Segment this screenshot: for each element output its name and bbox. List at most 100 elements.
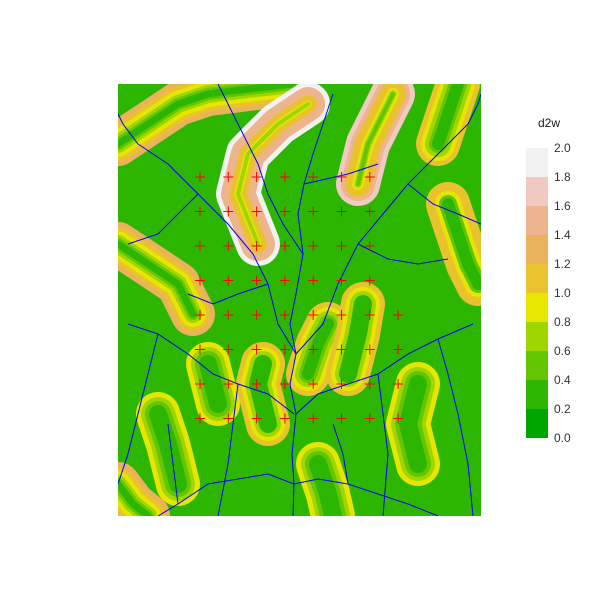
sample-point-marker (251, 379, 262, 389)
ridge-band (442, 198, 481, 290)
sample-point-marker (279, 275, 290, 286)
sample-point-marker (251, 206, 262, 217)
legend-swatch (526, 322, 548, 351)
legend-swatch (526, 409, 548, 438)
sample-point-marker (364, 344, 375, 355)
stream-line (118, 333, 159, 485)
sample-point-marker (195, 379, 205, 389)
sample-point-marker (393, 344, 404, 355)
sample-point-marker (195, 275, 205, 286)
sample-point-marker (336, 172, 347, 182)
sample-point-marker (279, 379, 290, 389)
sample-point-marker (336, 206, 347, 217)
ridge-band (199, 355, 227, 413)
legend-tick-label: 0.2 (554, 402, 571, 416)
sample-point-marker (308, 275, 319, 286)
stream-network (118, 84, 481, 516)
distance-to-water-raster (118, 84, 481, 516)
legend-tick-label: 0.6 (554, 344, 571, 358)
stream-line (295, 123, 469, 355)
ridge-band (118, 84, 297, 148)
legend-tick-label: 2.0 (554, 141, 571, 155)
stream-line (157, 473, 295, 516)
stream-line (357, 243, 449, 265)
sample-point-marker (336, 413, 347, 424)
sample-point-marker (279, 172, 290, 182)
stream-line (332, 423, 349, 485)
sample-point-marker (279, 206, 290, 217)
stream-line (303, 93, 334, 185)
sample-point-marker (279, 413, 290, 424)
sample-point-marker (364, 206, 375, 217)
sample-point-marker (364, 413, 375, 424)
stream-line (167, 423, 179, 505)
legend-tick-label: 1.0 (554, 286, 571, 300)
ridge-band (118, 240, 197, 318)
map-panel (118, 84, 481, 516)
sample-point-marker (223, 344, 234, 355)
sample-point-marker (251, 413, 262, 424)
sample-point-marker (223, 310, 234, 320)
sample-point-marker (308, 344, 319, 355)
legend-swatch (526, 235, 548, 264)
sample-point-marker (336, 344, 347, 355)
raster-ridges (118, 84, 481, 516)
legend: d2w 2.0 1.8 1.6 1.4 1.2 1.0 0.8 0.6 0.4 0.2 0.0 (522, 116, 592, 466)
sample-point-marker (251, 275, 262, 286)
stream-line (407, 183, 481, 225)
legend-title: d2w (538, 116, 561, 130)
sample-point-marker (364, 275, 375, 286)
ridge-band (339, 295, 372, 383)
sample-point-marker (336, 241, 347, 251)
legend-swatch (526, 264, 548, 293)
legend-tick-label: 1.8 (554, 170, 571, 184)
stream-line (437, 338, 474, 516)
legend-swatch (526, 351, 548, 380)
sample-point-marker (308, 413, 319, 424)
legend-tick-label: 1.6 (554, 199, 571, 213)
sample-point-marker (336, 310, 347, 320)
sample-point-marker (195, 241, 205, 251)
legend-swatch (526, 206, 548, 235)
sample-point-marker (393, 310, 404, 320)
sample-point-marker (223, 172, 234, 182)
sample-point-marker (251, 172, 262, 182)
legend-tick-label: 1.2 (554, 257, 571, 271)
sample-point-marker (336, 379, 347, 389)
sample-point-marker (223, 241, 234, 251)
sample-point-marker (251, 344, 262, 355)
sample-point-marker (195, 172, 205, 182)
sample-point-marker (251, 310, 262, 320)
ridge-band (236, 102, 310, 246)
sample-point-marker (393, 379, 404, 389)
ridge-band (399, 375, 427, 473)
sample-point-marker (364, 310, 375, 320)
legend-swatch (526, 177, 548, 206)
legend-tick-label: 0.8 (554, 315, 571, 329)
sample-point-marker (308, 379, 319, 389)
stream-line (187, 283, 269, 305)
sample-point-marker (279, 344, 290, 355)
legend-swatch (526, 380, 548, 409)
sample-point-marker (223, 379, 234, 389)
sample-point-marker (279, 241, 290, 251)
stream-line (377, 373, 389, 516)
sample-point-marker (308, 241, 319, 251)
sample-point-marker (364, 241, 375, 251)
sample-point-marker (279, 310, 290, 320)
sample-point-marker (364, 379, 375, 389)
sample-point-marker (308, 310, 319, 320)
stream-line (137, 143, 297, 355)
sample-point-marker (223, 413, 234, 424)
legend-tick-label: 0.0 (554, 431, 571, 445)
ridge-band (309, 455, 342, 516)
legend-swatch (526, 148, 548, 177)
sample-point-marker (336, 275, 347, 286)
stream-line (217, 84, 304, 255)
stream-line (217, 383, 239, 516)
sample-point-marker (223, 275, 234, 286)
stream-line (118, 113, 139, 145)
sample-point-marker (195, 344, 205, 355)
sample-point-marker (195, 310, 205, 320)
sample-point-marker (195, 206, 205, 217)
